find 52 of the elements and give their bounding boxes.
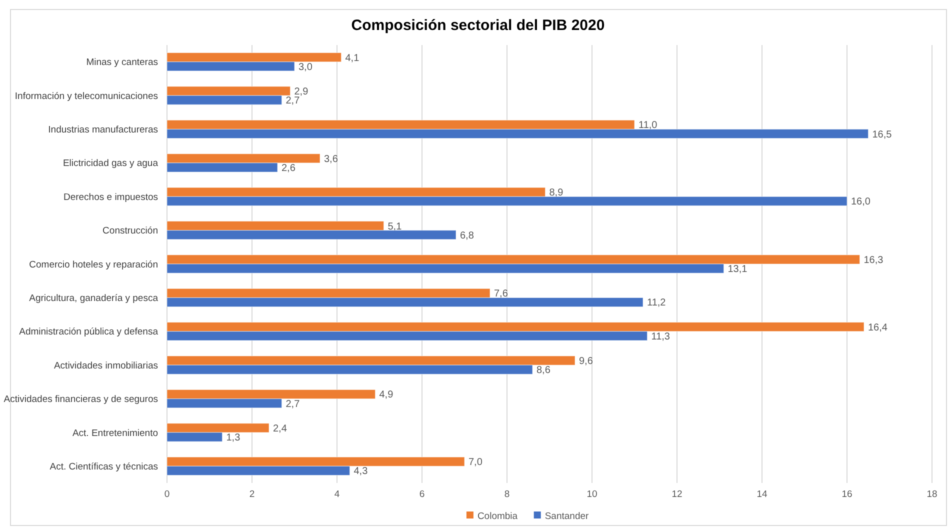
- data-label: 16,5: [872, 129, 892, 140]
- y-tick-label: Act. Entretenimiento: [72, 428, 158, 439]
- data-label: 16,4: [868, 322, 888, 334]
- y-tick-label: Minas y canteras: [86, 57, 158, 68]
- y-tick-label: Act. Científicas y técnicas: [50, 461, 158, 472]
- y-tick-label: Industrias manufactureras: [48, 124, 158, 136]
- x-tick-label: 4: [334, 489, 340, 500]
- data-label: 11,2: [647, 298, 666, 309]
- chart-title: Composición sectorial del PIB 2020: [351, 17, 605, 34]
- x-tick-label: 14: [756, 489, 768, 500]
- y-tick-label: Agricultura, ganadería y pesca: [29, 293, 159, 304]
- x-tick-label: 16: [842, 489, 852, 500]
- y-tick-label: Derechos e impuestos: [63, 192, 158, 203]
- y-tick-label: Información y telecomunicaciones: [14, 90, 158, 102]
- data-label: 2,7: [286, 96, 300, 107]
- legend-label: Santander: [544, 510, 589, 522]
- x-tick-label: 0: [164, 489, 170, 500]
- data-label: 4,3: [354, 466, 368, 478]
- data-label: 2,6: [282, 162, 296, 174]
- x-tick-label: 6: [419, 489, 425, 500]
- x-tick-label: 18: [926, 489, 938, 500]
- data-label: 7,0: [468, 457, 483, 468]
- data-label: 11,0: [638, 120, 658, 132]
- data-label: 3,6: [324, 154, 338, 165]
- data-label: 9,6: [579, 356, 594, 368]
- data-label: 11,3: [651, 331, 670, 342]
- data-label: 1,3: [226, 432, 241, 444]
- data-label: 2,4: [273, 423, 288, 434]
- data-label: 16,0: [851, 196, 871, 208]
- data-label: 2,9: [294, 86, 309, 98]
- x-tick-label: 12: [672, 489, 682, 500]
- data-label: 7,6: [494, 288, 508, 300]
- data-label: 4,9: [379, 390, 394, 401]
- data-label: 4,1: [345, 52, 360, 64]
- data-label: 3,0: [298, 62, 313, 73]
- y-tick-label: Administración pública y defensa: [19, 326, 159, 338]
- legend-label: Colombia: [477, 510, 518, 522]
- data-label: 8,6: [536, 365, 551, 376]
- x-tick-label: 10: [586, 489, 598, 500]
- data-label: 6,8: [460, 230, 474, 242]
- x-tick-label: 2: [249, 489, 255, 500]
- y-tick-label: Actividades financieras y de seguros: [4, 394, 158, 406]
- y-tick-label: Comercio hoteles y reparación: [29, 259, 158, 270]
- data-label: 16,3: [864, 254, 884, 266]
- data-label: 2,7: [286, 398, 300, 410]
- y-tick-label: Elictricidad gas y agua: [62, 158, 159, 170]
- y-tick-label: Actividades inmobiliarias: [54, 360, 158, 372]
- data-label: 8,9: [549, 188, 564, 199]
- y-tick-label: Construcción: [102, 226, 158, 237]
- data-label: 5,1: [388, 221, 402, 232]
- x-tick-label: 8: [504, 489, 510, 500]
- data-label: 13,1: [728, 264, 748, 276]
